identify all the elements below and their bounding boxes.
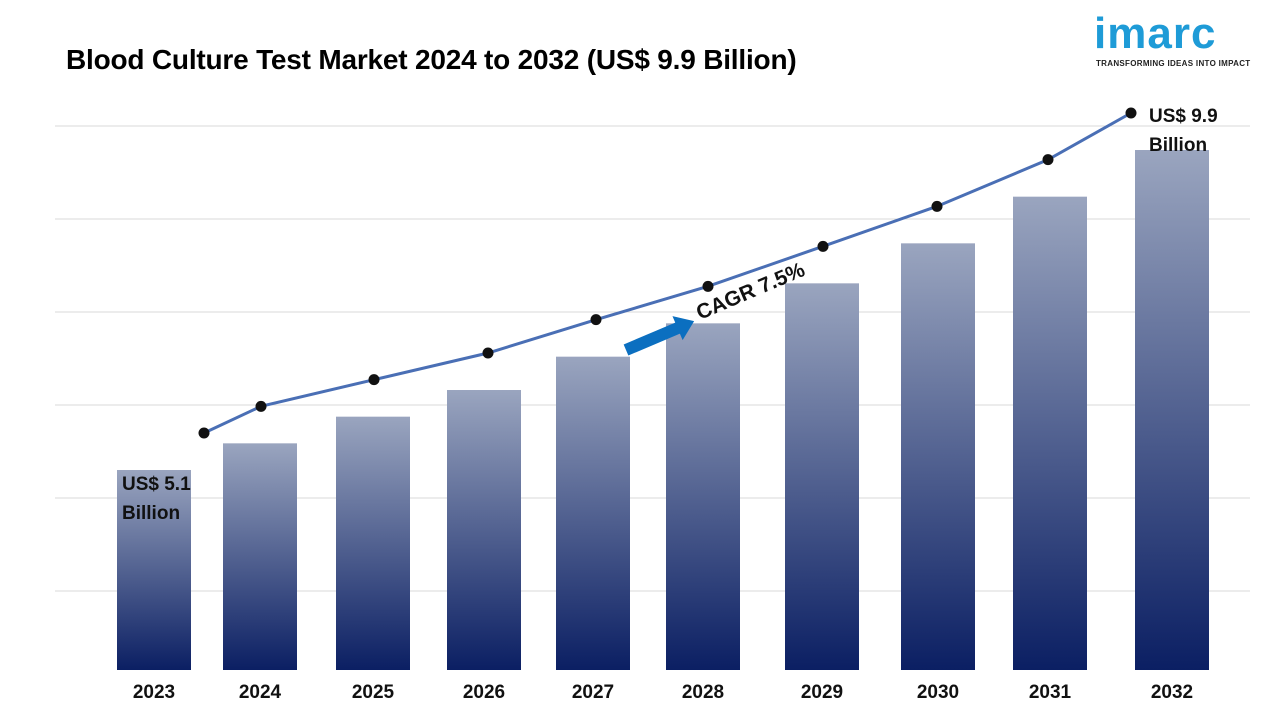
x-tick-label: 2031: [1029, 682, 1072, 703]
bar-2024: [223, 443, 297, 670]
bar-2027: [556, 356, 630, 670]
bar-2029: [785, 283, 859, 670]
trend-point-2030: [931, 200, 943, 212]
x-tick-label: 2029: [801, 682, 843, 703]
start-value-line2: Billion: [122, 503, 180, 524]
trend-point-2023: [198, 427, 210, 439]
trend-point-2031: [1042, 154, 1054, 166]
end-value-line1: US$ 9.9: [1149, 106, 1218, 127]
bar-2026: [447, 390, 521, 670]
x-tick-label: 2030: [917, 682, 959, 703]
trend-point-2027: [590, 314, 602, 326]
trend-point-2025: [368, 374, 380, 386]
bar-2030: [901, 243, 975, 671]
x-tick-label: 2027: [572, 682, 614, 703]
x-tick-label: 2032: [1151, 682, 1193, 703]
start-value-line1: US$ 5.1: [122, 474, 191, 495]
x-tick-label: 2023: [133, 682, 175, 703]
x-tick-label: 2028: [682, 682, 724, 703]
trend-point-2029: [817, 240, 829, 252]
bar-2025: [336, 416, 410, 670]
trend-point-2032: [1125, 107, 1137, 119]
chart-title: Blood Culture Test Market 2024 to 2032 (…: [66, 44, 797, 75]
trend-line-path: [203, 111, 1132, 435]
bar-2023: [117, 470, 191, 670]
end-value-line2: Billion: [1149, 135, 1207, 156]
logo-wordmark: imarc: [1094, 9, 1217, 58]
trend-point-2028: [702, 280, 714, 292]
bar-2032: [1135, 150, 1209, 670]
trend-line: [198, 107, 1137, 439]
trend-point-2026: [482, 347, 494, 359]
x-tick-label: 2024: [239, 682, 282, 703]
bar-2028: [666, 323, 740, 670]
imarc-logo: imarc TRANSFORMING IDEAS INTO IMPACT: [1094, 6, 1254, 72]
x-tick-label: 2025: [352, 682, 395, 703]
x-tick-label: 2026: [463, 682, 505, 703]
bar-2031: [1013, 196, 1087, 670]
cagr-arrow-icon: [623, 316, 695, 356]
trend-point-2024: [255, 400, 267, 412]
logo-tagline: TRANSFORMING IDEAS INTO IMPACT: [1096, 59, 1251, 68]
x-axis-labels: 2023 2024 2025 2026 2027 2028 2029 2030 2031 2032: [133, 682, 1193, 703]
bars: [117, 150, 1209, 671]
